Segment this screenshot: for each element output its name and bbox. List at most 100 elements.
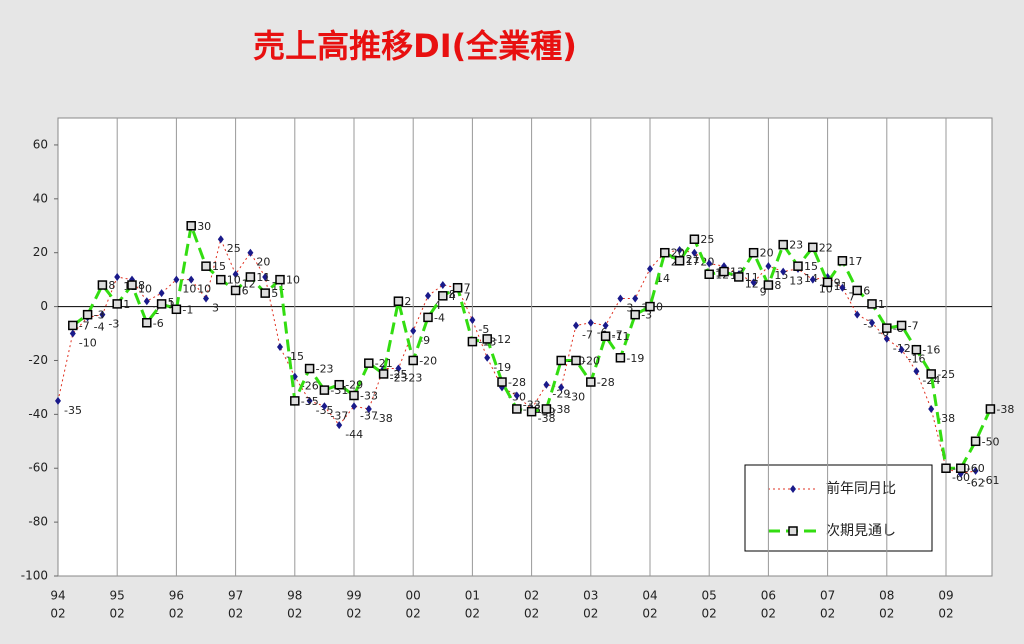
data-label: -28 — [508, 376, 526, 389]
marker — [336, 421, 343, 430]
x-tick-label: 02 — [524, 589, 539, 603]
marker — [216, 274, 226, 285]
marker — [452, 282, 463, 293]
marker — [467, 336, 478, 347]
marker — [364, 358, 374, 368]
data-label: 3 — [212, 302, 219, 315]
marker — [186, 221, 196, 231]
data-label: -37 — [360, 409, 378, 422]
y-tick-label: 60 — [33, 137, 48, 151]
marker — [883, 334, 890, 343]
marker — [600, 331, 611, 341]
marker — [898, 345, 905, 354]
data-label: 8 — [108, 279, 115, 292]
legend-label: 次期見通し — [826, 523, 896, 539]
marker — [203, 294, 209, 303]
data-label: 1 — [168, 298, 175, 311]
y-tick-label: -20 — [28, 353, 48, 367]
x-tick-label: 03 — [583, 589, 598, 603]
data-label: -16 — [922, 344, 940, 357]
data-label: 10 — [197, 283, 211, 296]
data-label: 5 — [168, 296, 175, 309]
x-tick-label: 02 — [820, 607, 835, 621]
data-label: -38 — [552, 403, 570, 416]
marker — [630, 309, 640, 320]
data-label: -44 — [345, 428, 363, 441]
marker — [143, 297, 150, 306]
data-label: 11 — [256, 271, 270, 284]
marker — [484, 353, 491, 362]
marker — [425, 291, 431, 300]
data-label: -26 — [301, 380, 319, 393]
data-label: 25 — [227, 242, 241, 255]
marker — [321, 402, 328, 411]
y-tick-label: 20 — [33, 245, 48, 259]
data-label: -25 — [390, 368, 408, 381]
marker — [765, 262, 772, 271]
data-label: -23 — [390, 372, 408, 385]
data-label: 4 — [449, 290, 456, 303]
marker — [247, 248, 254, 257]
marker — [558, 383, 565, 392]
marker — [602, 321, 609, 330]
marker — [158, 289, 165, 298]
data-label: 9 — [760, 285, 767, 298]
data-label: -12 — [493, 333, 511, 346]
data-label: -29 — [552, 388, 570, 401]
y-tick-label: 40 — [33, 191, 48, 205]
marker — [260, 288, 270, 298]
marker — [869, 318, 875, 327]
marker — [809, 275, 816, 284]
x-tick-label: 96 — [169, 589, 184, 603]
marker — [573, 321, 579, 330]
marker — [748, 247, 759, 258]
marker — [217, 235, 224, 244]
data-label: 22 — [819, 241, 833, 254]
y-tick-label: -80 — [28, 515, 48, 529]
x-tick-label: 02 — [228, 607, 243, 621]
marker — [556, 355, 566, 366]
marker — [896, 320, 907, 331]
marker — [839, 283, 846, 292]
marker — [262, 272, 269, 281]
x-tick-label: 08 — [879, 589, 894, 603]
x-tick-label: 98 — [287, 589, 302, 603]
data-label: 8 — [449, 288, 456, 301]
data-label: 25 — [700, 233, 714, 246]
marker — [351, 402, 357, 411]
marker — [513, 391, 520, 400]
data-label: -25 — [937, 368, 955, 381]
marker — [763, 280, 774, 290]
data-label: -33 — [360, 389, 378, 402]
data-label: 9 — [834, 276, 841, 289]
data-label: -21 — [375, 357, 393, 370]
marker — [482, 334, 492, 344]
data-label: -37 — [330, 409, 348, 422]
data-label: -50 — [982, 435, 1000, 448]
marker — [171, 304, 182, 315]
marker — [691, 248, 698, 257]
marker — [526, 406, 537, 417]
data-label: 1 — [878, 298, 885, 311]
marker — [928, 404, 935, 413]
data-label: 7 — [848, 291, 855, 304]
data-label: 1 — [123, 298, 130, 311]
x-tick-label: 01 — [465, 589, 480, 603]
marker — [571, 355, 581, 366]
data-label: -61 — [982, 474, 1000, 487]
data-label: 6 — [863, 284, 870, 297]
x-tick-label: 02 — [938, 607, 953, 621]
marker — [156, 299, 167, 309]
data-label: 6 — [242, 284, 249, 297]
marker — [586, 377, 596, 387]
marker — [852, 285, 862, 296]
x-tick-label: 99 — [346, 589, 361, 603]
x-tick-label: 06 — [761, 589, 776, 603]
marker — [822, 277, 833, 288]
marker — [306, 396, 313, 405]
legend-box — [744, 464, 933, 552]
x-tick-label: 02 — [761, 607, 776, 621]
data-label: -7 — [79, 319, 90, 332]
y-tick-label: -60 — [28, 461, 48, 475]
marker — [469, 316, 476, 325]
